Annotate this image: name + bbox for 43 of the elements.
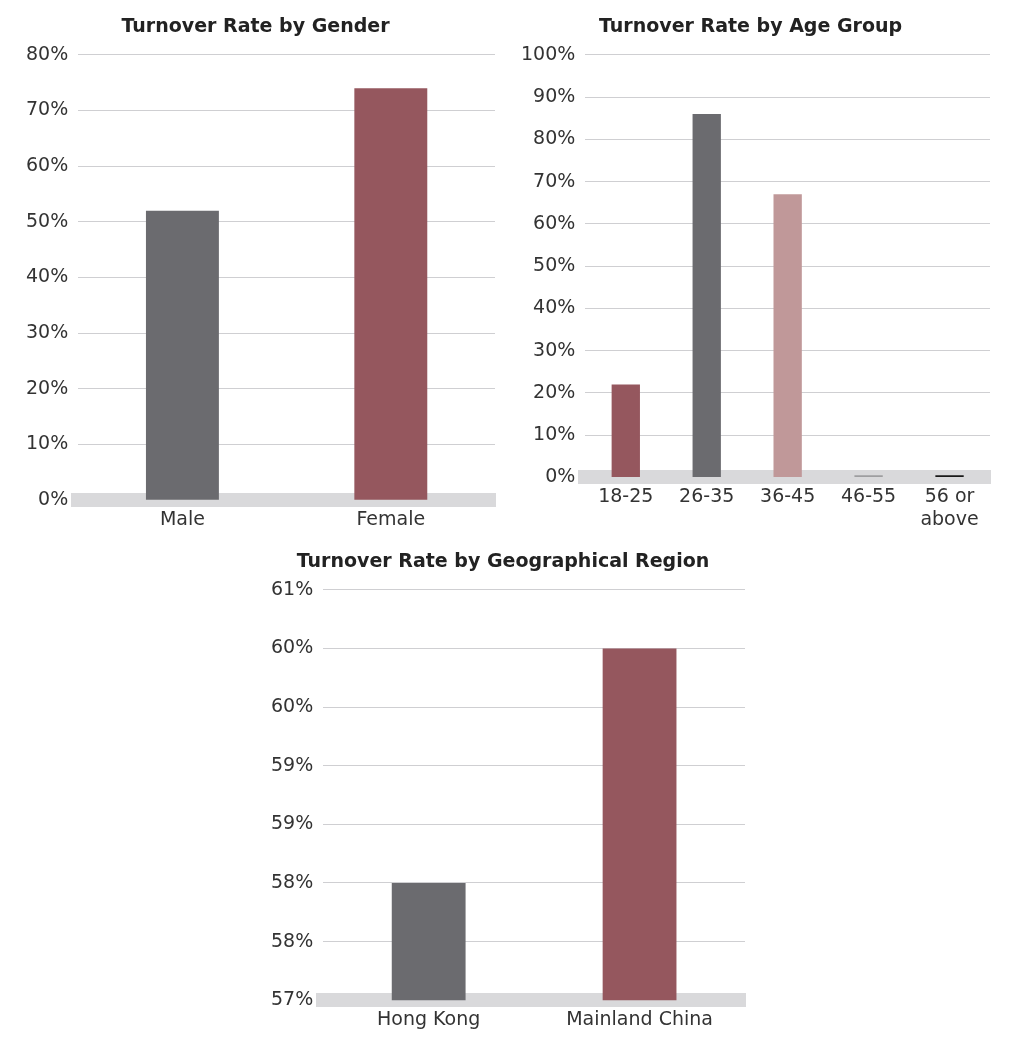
- y-tick-label: 10%: [532, 422, 575, 445]
- y-tick-label: 40%: [25, 264, 68, 287]
- y-tick-label: 10%: [25, 431, 68, 454]
- y-tick-label: 0%: [544, 464, 575, 487]
- y-tick-label: 20%: [25, 375, 68, 398]
- y-tick-label: 70%: [532, 168, 575, 191]
- x-tick-label: Male: [159, 506, 205, 529]
- y-tick-label: 80%: [25, 41, 68, 64]
- y-tick-label: 80%: [532, 126, 575, 149]
- y-tick-label: 0%: [37, 487, 68, 510]
- x-tick-label: 36-45: [759, 483, 815, 506]
- chart-title: Turnover Rate by Geographical Region: [296, 549, 709, 572]
- y-tick-label: 30%: [25, 320, 68, 343]
- y-tick-label: 58%: [270, 869, 313, 892]
- x-tick-label: Hong Kong: [376, 1006, 480, 1029]
- y-tick-label: 59%: [270, 752, 313, 775]
- y-tick-label: 20%: [532, 379, 575, 402]
- x-tick-label: 26-35: [678, 483, 734, 506]
- bar: [692, 113, 721, 477]
- y-tick-label: 58%: [270, 928, 313, 951]
- x-tick-label: Female: [355, 506, 425, 529]
- y-tick-label: 30%: [532, 337, 575, 360]
- x-tick-label: 46-55: [840, 483, 896, 506]
- y-tick-label: 59%: [270, 811, 313, 834]
- y-tick-label: 61%: [270, 576, 313, 599]
- y-tick-label: 50%: [532, 253, 575, 276]
- chart-title: Turnover Rate by Gender: [120, 14, 390, 37]
- chart-title: Turnover Rate by Age Group: [598, 14, 902, 37]
- y-tick-label: 60%: [532, 210, 575, 233]
- bar: [773, 194, 802, 477]
- y-tick-label: 57%: [270, 987, 313, 1010]
- y-tick-label: 60%: [25, 153, 68, 176]
- y-tick-label: 50%: [25, 208, 68, 231]
- y-tick-label: 90%: [532, 84, 575, 106]
- x-tick-label: Mainland China: [565, 1006, 713, 1029]
- y-tick-label: 40%: [532, 295, 575, 318]
- bar: [611, 384, 640, 477]
- y-tick-label: 60%: [270, 693, 313, 716]
- y-tick-label: 60%: [270, 635, 313, 658]
- y-tick-label: 100%: [520, 41, 575, 64]
- x-tick-label: 18-25: [597, 483, 653, 506]
- x-tick-label: 56 or above: [919, 483, 979, 529]
- y-tick-label: 70%: [25, 97, 68, 120]
